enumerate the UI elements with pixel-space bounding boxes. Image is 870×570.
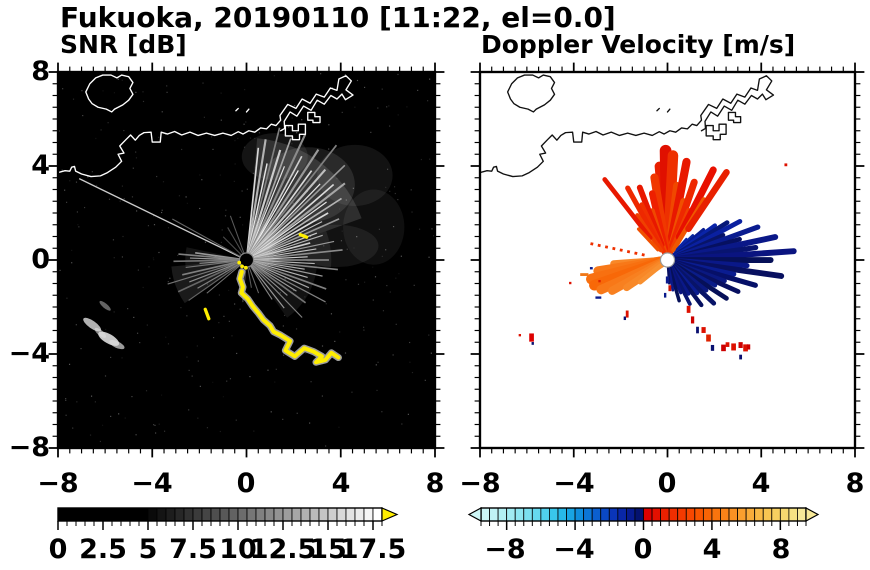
doppler-ppi-plot xyxy=(470,62,865,458)
snr-colorbar xyxy=(57,507,399,530)
doppler-panel-title: Doppler Velocity [m/s] xyxy=(481,30,796,59)
x-tick-label: 4 xyxy=(331,468,351,499)
colorbar-tick-label: 4 xyxy=(702,534,722,565)
y-tick-label: −8 xyxy=(8,432,50,463)
colorbar-tick-label: 8 xyxy=(771,534,791,565)
colorbar-tick-label: 7.5 xyxy=(169,534,217,565)
x-tick-label: 8 xyxy=(845,468,865,499)
colorbar-tick-label: 15 xyxy=(309,534,347,565)
y-tick-label: 8 xyxy=(31,56,50,87)
y-tick-label: −4 xyxy=(8,338,50,369)
x-tick-label: −4 xyxy=(131,468,173,499)
snr-ppi-plot xyxy=(48,62,445,458)
y-tick-label: 4 xyxy=(31,150,50,181)
x-tick-label: 0 xyxy=(236,468,256,499)
colorbar-tick-label: 12.5 xyxy=(249,534,317,565)
colorbar-tick-label: 10 xyxy=(219,534,257,565)
y-tick-label: 0 xyxy=(31,244,50,275)
x-tick-label: 4 xyxy=(751,468,771,499)
colorbar-tick-label: 0 xyxy=(633,534,653,565)
colorbar-tick-label: 2.5 xyxy=(79,534,127,565)
x-tick-label: −4 xyxy=(553,468,595,499)
x-tick-label: 0 xyxy=(657,468,677,499)
colorbar-tick-label: 17.5 xyxy=(339,534,407,565)
x-tick-label: 8 xyxy=(425,468,445,499)
x-tick-label: −8 xyxy=(37,468,79,499)
x-tick-label: −8 xyxy=(459,468,501,499)
velocity-colorbar xyxy=(467,506,820,530)
colorbar-tick-label: −4 xyxy=(553,534,595,565)
colorbar-tick-label: 0 xyxy=(48,534,68,565)
snr-panel-title: SNR [dB] xyxy=(60,30,187,59)
colorbar-tick-label: 5 xyxy=(138,534,158,565)
figure-title: Fukuoka, 20190110 [11:22, el=0.0] xyxy=(60,1,616,34)
colorbar-tick-label: −8 xyxy=(484,534,526,565)
